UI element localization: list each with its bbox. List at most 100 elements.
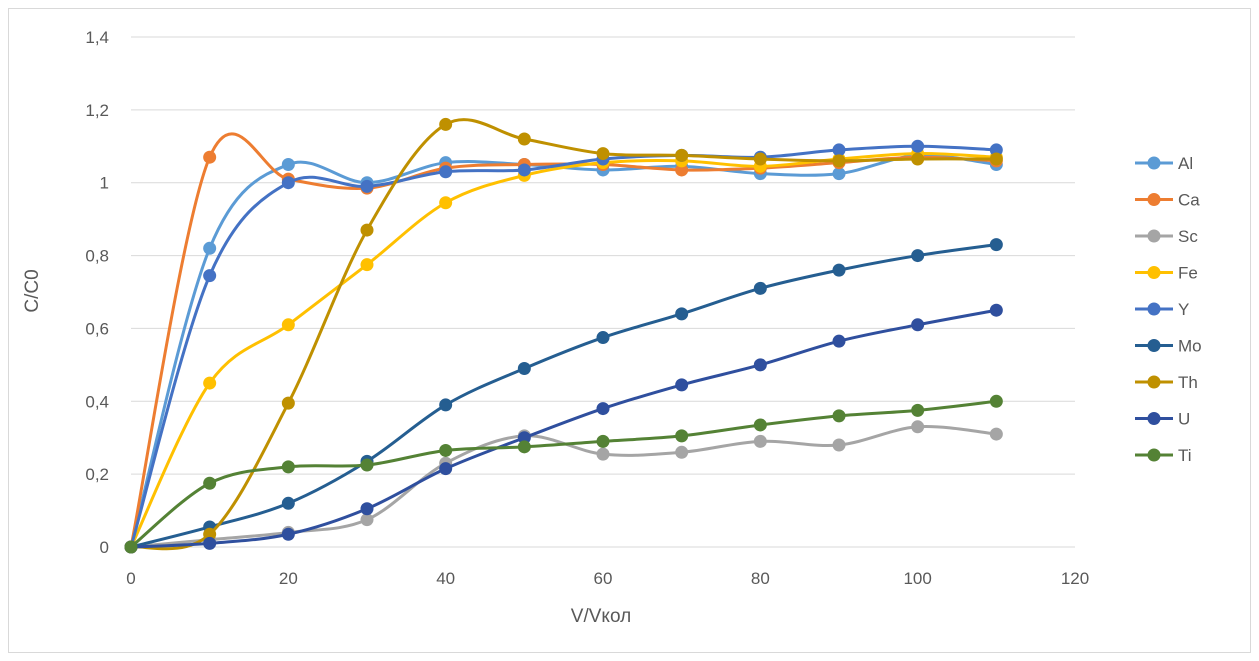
data-point-mo — [439, 398, 453, 412]
data-point-th — [281, 396, 295, 410]
series-y — [124, 139, 1003, 554]
series-ti — [124, 394, 1003, 554]
legend-item-sc: Sc — [1135, 227, 1198, 246]
data-point-th — [360, 223, 374, 237]
data-point-ti — [281, 460, 295, 474]
data-point-mo — [675, 307, 689, 321]
data-point-th — [596, 147, 610, 161]
data-point-fe — [360, 258, 374, 272]
legend-label: U — [1178, 410, 1190, 429]
gridlines — [131, 36, 1075, 548]
y-tick-label: 1,2 — [85, 101, 109, 120]
data-point-u — [439, 462, 453, 476]
series-line-fe — [129, 152, 998, 549]
legend-swatch-marker — [1147, 302, 1161, 316]
legend-swatch-marker — [1147, 339, 1161, 352]
data-point-ti — [675, 429, 689, 443]
legend-item-th: Th — [1135, 373, 1198, 392]
data-point-u — [203, 536, 217, 550]
data-point-y — [439, 165, 453, 179]
legend-swatch-marker — [1147, 375, 1161, 389]
data-point-fe — [203, 376, 217, 390]
y-axis-title: C/C0 — [22, 269, 43, 312]
legend-swatch-marker — [1147, 156, 1161, 170]
x-tick-label: 0 — [126, 569, 135, 588]
data-point-ti — [832, 409, 846, 423]
data-point-u — [596, 402, 610, 416]
axes: 0 0,2 0,4 0,6 0,8 1 1,2 1,4 0 20 40 60 80 100 120 — [85, 28, 1089, 588]
data-point-fe — [439, 196, 453, 210]
data-point-u — [753, 358, 767, 372]
legend-label: Al — [1178, 154, 1193, 173]
data-point-sc — [675, 445, 689, 459]
data-point-th — [753, 152, 767, 166]
data-point-al — [203, 241, 217, 255]
y-tick-label: 0,6 — [85, 319, 109, 338]
data-point-ca — [675, 163, 689, 177]
legend-label: Mo — [1178, 337, 1202, 356]
data-point-mo — [911, 249, 925, 263]
data-point-u — [517, 431, 531, 445]
data-point-th — [675, 148, 689, 162]
data-point-ti — [911, 403, 925, 417]
data-point-mo — [517, 362, 531, 375]
data-point-mo — [753, 281, 767, 295]
y-tick-label: 0 — [100, 538, 109, 557]
data-point-th — [989, 152, 1003, 166]
data-point-y — [517, 163, 531, 177]
y-tick-label: 0,4 — [85, 392, 109, 411]
legend-item-fe: Fe — [1135, 264, 1198, 283]
data-point-ti — [753, 418, 767, 432]
data-point-al — [832, 167, 846, 181]
data-point-u — [281, 527, 295, 541]
series-sc — [124, 420, 1003, 554]
y-tick-label: 0,2 — [85, 465, 109, 484]
legend-label: Th — [1178, 373, 1198, 392]
legend-item-ca: Ca — [1135, 191, 1200, 210]
data-point-ti — [517, 440, 531, 454]
legend-label: Y — [1178, 300, 1189, 319]
data-point-ti — [439, 443, 453, 457]
data-point-ti — [989, 394, 1003, 408]
series-line-y — [129, 144, 998, 549]
data-point-sc — [360, 513, 374, 527]
data-point-sc — [753, 434, 767, 448]
data-point-mo — [281, 496, 295, 510]
x-axis-title: V/Vкол — [571, 606, 631, 627]
data-point-y — [911, 139, 925, 153]
data-point-ti — [596, 434, 610, 448]
legend-item-al: Al — [1135, 154, 1193, 173]
data-point-u — [989, 303, 1003, 317]
series-line-mo — [129, 243, 998, 549]
data-point-mo — [989, 238, 1003, 252]
data-point-y — [989, 143, 1003, 157]
data-point-u — [675, 378, 689, 392]
data-point-y — [832, 143, 846, 157]
legend-label: Ti — [1178, 446, 1192, 465]
x-tick-label: 120 — [1061, 569, 1089, 588]
data-point-u — [360, 502, 374, 516]
data-point-ti — [124, 540, 138, 554]
legend-item-ti: Ti — [1135, 446, 1192, 465]
data-point-th — [439, 117, 453, 131]
data-point-mo — [596, 331, 610, 345]
data-point-y — [360, 179, 374, 193]
data-point-ti — [360, 458, 374, 472]
legend: Al Ca Sc Fe Y Mo Th U Ti — [1135, 154, 1202, 465]
legend-item-y: Y — [1135, 300, 1189, 319]
x-tick-label: 20 — [279, 569, 298, 588]
data-point-sc — [596, 447, 610, 461]
legend-item-mo: Mo — [1135, 337, 1202, 356]
data-point-th — [832, 154, 846, 168]
legend-swatch-marker — [1147, 193, 1161, 206]
legend-swatch-marker — [1147, 448, 1161, 462]
y-tick-label: 1 — [100, 174, 109, 193]
x-tick-label: 60 — [594, 569, 613, 588]
legend-swatch-marker — [1147, 229, 1161, 243]
legend-label: Sc — [1178, 227, 1198, 246]
data-point-sc — [911, 420, 925, 434]
data-point-mo — [832, 263, 846, 277]
legend-swatch-marker — [1147, 266, 1161, 279]
data-point-u — [832, 334, 846, 348]
